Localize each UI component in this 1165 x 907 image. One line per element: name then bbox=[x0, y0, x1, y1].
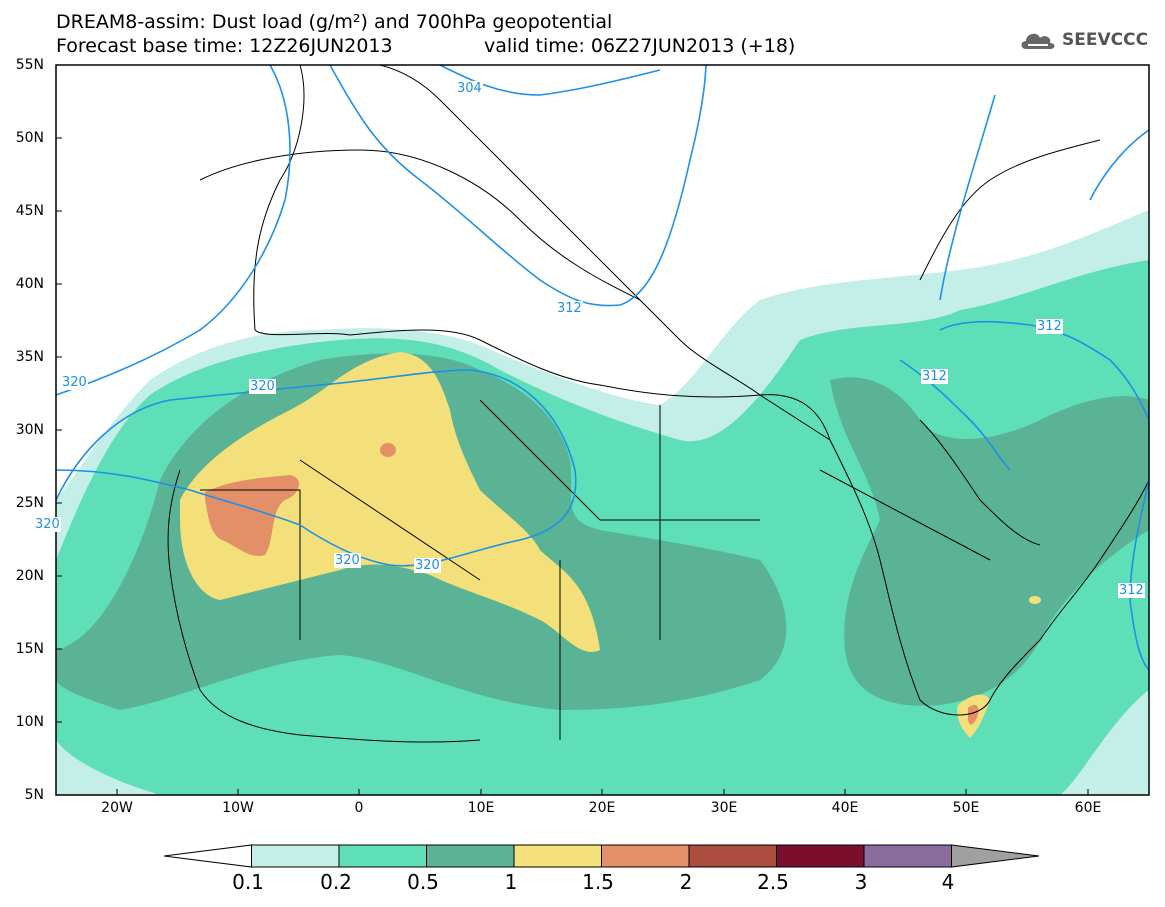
forecast-base-time: Forecast base time: 12Z26JUN2013 bbox=[56, 35, 393, 57]
dust-region-0-5-east bbox=[830, 377, 1149, 706]
colorbar-tick-label: 2.5 bbox=[757, 870, 789, 894]
dust-spot-orange bbox=[380, 443, 396, 457]
colorbar-swatch bbox=[513, 844, 602, 868]
coastlines bbox=[167, 65, 1149, 743]
lon-label: 10E bbox=[467, 800, 495, 816]
lon-label: 30E bbox=[710, 800, 738, 816]
lon-label: 20E bbox=[588, 800, 616, 816]
colorbar-tick-label: 3 bbox=[854, 870, 868, 894]
lat-label: 50N bbox=[15, 130, 44, 146]
lon-label: 10W bbox=[222, 800, 254, 816]
contour-label: 320 bbox=[414, 558, 441, 573]
colorbar-tick-label: 1.5 bbox=[582, 870, 614, 894]
valid-time: valid time: 06Z27JUN2013 (+18) bbox=[484, 35, 796, 57]
colorbar-swatch bbox=[863, 844, 952, 868]
lat-label: 5N bbox=[24, 787, 44, 803]
contour-label: 312 bbox=[1036, 319, 1063, 334]
cloud-icon bbox=[1021, 33, 1055, 49]
colorbar-swatch bbox=[251, 844, 340, 868]
lat-label: 20N bbox=[15, 568, 44, 584]
lat-label: 40N bbox=[15, 276, 44, 292]
contour-label: 312 bbox=[921, 369, 948, 384]
colorbar bbox=[163, 844, 1040, 868]
colorbar-tick-label: 0.1 bbox=[232, 870, 264, 894]
dust-region-1 bbox=[180, 352, 600, 653]
map-area bbox=[56, 65, 1149, 795]
contour-label: 320 bbox=[61, 375, 88, 390]
colorbar-tick-label: 2 bbox=[679, 870, 693, 894]
lat-label: 25N bbox=[15, 495, 44, 511]
colorbar-swatch bbox=[688, 844, 777, 868]
colorbar-over-arrow bbox=[951, 844, 1040, 868]
geopotential-contours bbox=[56, 65, 1149, 671]
contour-label: 320 bbox=[34, 517, 61, 532]
colorbar-swatch bbox=[338, 844, 427, 868]
lat-label: 30N bbox=[15, 422, 44, 438]
axis-ticks bbox=[56, 64, 1089, 795]
colorbar-tick-label: 4 bbox=[941, 870, 955, 894]
lon-label: 50E bbox=[952, 800, 980, 816]
lat-label: 15N bbox=[15, 641, 44, 657]
contour-label: 312 bbox=[1118, 583, 1145, 598]
contour-label: 320 bbox=[249, 379, 276, 394]
colorbar-swatch bbox=[426, 844, 515, 868]
lon-label: 20W bbox=[101, 800, 133, 816]
dust-region-1-5 bbox=[205, 475, 300, 557]
contour-label: 304 bbox=[456, 81, 483, 96]
seevccc-logo: SEEVCCC bbox=[1018, 24, 1148, 56]
title-line-1: DREAM8-assim: Dust load (g/m²) and 700hP… bbox=[56, 11, 613, 33]
contour-label: 320 bbox=[334, 553, 361, 568]
lat-label: 35N bbox=[15, 349, 44, 365]
lat-label: 55N bbox=[15, 57, 44, 73]
colorbar-swatch bbox=[776, 844, 865, 868]
colorbar-under-arrow bbox=[163, 844, 252, 868]
contour-label: 312 bbox=[556, 301, 583, 316]
colorbar-tick-label: 0.5 bbox=[407, 870, 439, 894]
colorbar-swatch bbox=[601, 844, 690, 868]
lon-label: 0 bbox=[354, 800, 364, 816]
lon-label: 60E bbox=[1074, 800, 1102, 816]
logo-text: SEEVCCC bbox=[1062, 30, 1149, 50]
colorbar-tick-label: 1 bbox=[504, 870, 518, 894]
colorbar-tick-label: 0.2 bbox=[320, 870, 352, 894]
lon-label: 40E bbox=[831, 800, 859, 816]
dust-spot-horn bbox=[968, 704, 979, 725]
dust-spot-oman bbox=[1029, 596, 1041, 604]
lat-label: 45N bbox=[15, 203, 44, 219]
lat-label: 10N bbox=[15, 714, 44, 730]
